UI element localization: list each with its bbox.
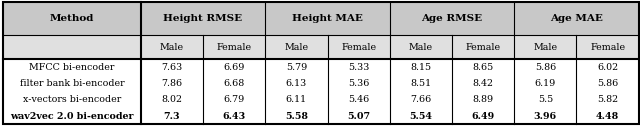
Text: 5.82: 5.82 xyxy=(597,95,618,104)
Text: Method: Method xyxy=(50,14,94,23)
Text: 5.33: 5.33 xyxy=(348,63,369,72)
Text: Male: Male xyxy=(533,43,557,52)
Bar xyxy=(3,2,639,35)
Text: wav2vec 2.0 bi-encoder: wav2vec 2.0 bi-encoder xyxy=(10,112,134,120)
Text: Female: Female xyxy=(216,43,252,52)
Text: 7.86: 7.86 xyxy=(161,79,182,88)
Text: 5.07: 5.07 xyxy=(347,112,370,120)
Text: Male: Male xyxy=(409,43,433,52)
Text: 6.49: 6.49 xyxy=(472,112,495,120)
Text: 5.79: 5.79 xyxy=(286,63,307,72)
Text: Female: Female xyxy=(341,43,376,52)
Text: Height RMSE: Height RMSE xyxy=(163,14,243,23)
Text: Age RMSE: Age RMSE xyxy=(421,14,483,23)
Text: 7.3: 7.3 xyxy=(164,112,180,120)
Text: 4.48: 4.48 xyxy=(596,112,620,120)
Text: 8.42: 8.42 xyxy=(472,79,493,88)
Text: MFCC bi-encoder: MFCC bi-encoder xyxy=(29,63,115,72)
Text: Height MAE: Height MAE xyxy=(292,14,363,23)
Text: 8.02: 8.02 xyxy=(161,95,182,104)
Text: 6.19: 6.19 xyxy=(535,79,556,88)
Text: 6.02: 6.02 xyxy=(597,63,618,72)
Text: Age MAE: Age MAE xyxy=(550,14,603,23)
Text: 3.96: 3.96 xyxy=(534,112,557,120)
Text: filter bank bi-encoder: filter bank bi-encoder xyxy=(20,79,124,88)
Text: 5.54: 5.54 xyxy=(410,112,433,120)
Text: 7.63: 7.63 xyxy=(161,63,182,72)
Text: 8.65: 8.65 xyxy=(472,63,493,72)
Text: 8.51: 8.51 xyxy=(410,79,431,88)
Text: 6.11: 6.11 xyxy=(286,95,307,104)
Text: 8.89: 8.89 xyxy=(472,95,493,104)
Text: Female: Female xyxy=(465,43,500,52)
Text: 5.58: 5.58 xyxy=(285,112,308,120)
Text: 5.36: 5.36 xyxy=(348,79,369,88)
Bar xyxy=(3,35,639,59)
Text: 6.69: 6.69 xyxy=(223,63,245,72)
Text: 5.86: 5.86 xyxy=(597,79,618,88)
Text: 6.13: 6.13 xyxy=(286,79,307,88)
Text: 5.5: 5.5 xyxy=(538,95,553,104)
Text: 6.43: 6.43 xyxy=(223,112,246,120)
Text: 6.79: 6.79 xyxy=(223,95,244,104)
Text: 7.66: 7.66 xyxy=(410,95,431,104)
Text: 5.86: 5.86 xyxy=(535,63,556,72)
Text: 5.46: 5.46 xyxy=(348,95,369,104)
Text: x-vectors bi-encoder: x-vectors bi-encoder xyxy=(23,95,121,104)
Text: Male: Male xyxy=(160,43,184,52)
Text: Male: Male xyxy=(284,43,308,52)
Text: Female: Female xyxy=(590,43,625,52)
Text: 6.68: 6.68 xyxy=(223,79,244,88)
Text: 8.15: 8.15 xyxy=(410,63,431,72)
